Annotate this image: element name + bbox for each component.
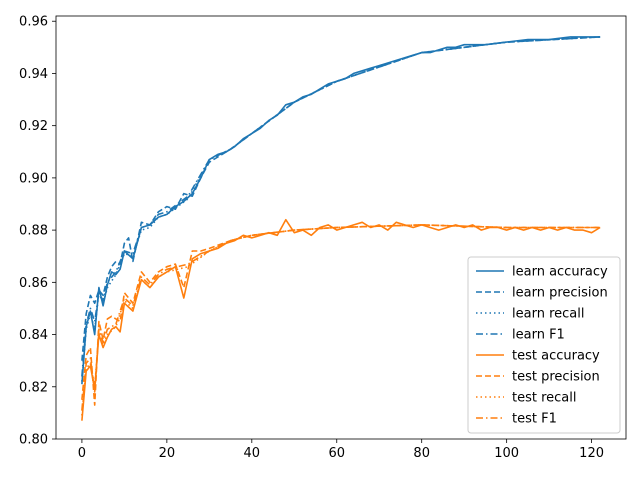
series-line-learn-recall [81, 36, 601, 382]
x-tick-label: 120 [579, 446, 604, 461]
x-tick-label: 80 [413, 446, 430, 461]
y-tick-label: 0.82 [19, 380, 48, 395]
x-tick-label: 40 [244, 446, 261, 461]
legend-label-test-recall: test recall [512, 391, 577, 406]
series-line-test-f1 [81, 224, 601, 411]
y-tick-label: 0.90 [19, 171, 48, 186]
y-tick-label: 0.84 [19, 328, 48, 343]
y-tick-label: 0.86 [19, 276, 48, 291]
plot-lines [81, 36, 601, 421]
legend-box [467, 256, 621, 434]
legend-label-learn-f1: learn F1 [512, 328, 565, 343]
x-tick-label: 0 [78, 446, 86, 461]
legend-label-test-accuracy: test accuracy [512, 349, 600, 364]
x-tick-label: 20 [159, 446, 176, 461]
x-tick-label: 100 [494, 446, 519, 461]
legend: learn accuracy learn precision learn recal… [467, 256, 621, 434]
y-tick-label: 0.96 [19, 15, 48, 30]
series-line-test-precision [81, 224, 601, 406]
legend-label-test-f1: test F1 [512, 412, 557, 427]
legend-label-learn-precision: learn precision [512, 286, 608, 301]
y-tick-label: 0.94 [19, 67, 48, 82]
legend-label-test-precision: test precision [512, 370, 600, 385]
axes-frame [55, 15, 627, 440]
y-axis: 0.80 0.82 0.84 0.86 0.88 0.90 0.92 0.94 0.96 [19, 15, 56, 448]
x-axis: 0 20 40 60 80 100 120 [78, 439, 604, 461]
legend-label-learn-accuracy: learn accuracy [512, 265, 608, 280]
series-line-test-accuracy [81, 218, 601, 421]
y-tick-label: 0.92 [19, 119, 48, 134]
x-tick-label: 60 [328, 446, 345, 461]
y-tick-label: 0.88 [19, 224, 48, 239]
legend-label-learn-recall: learn recall [512, 307, 584, 322]
series-line-learn-f1 [81, 36, 601, 377]
y-tick-label: 0.80 [19, 433, 48, 448]
